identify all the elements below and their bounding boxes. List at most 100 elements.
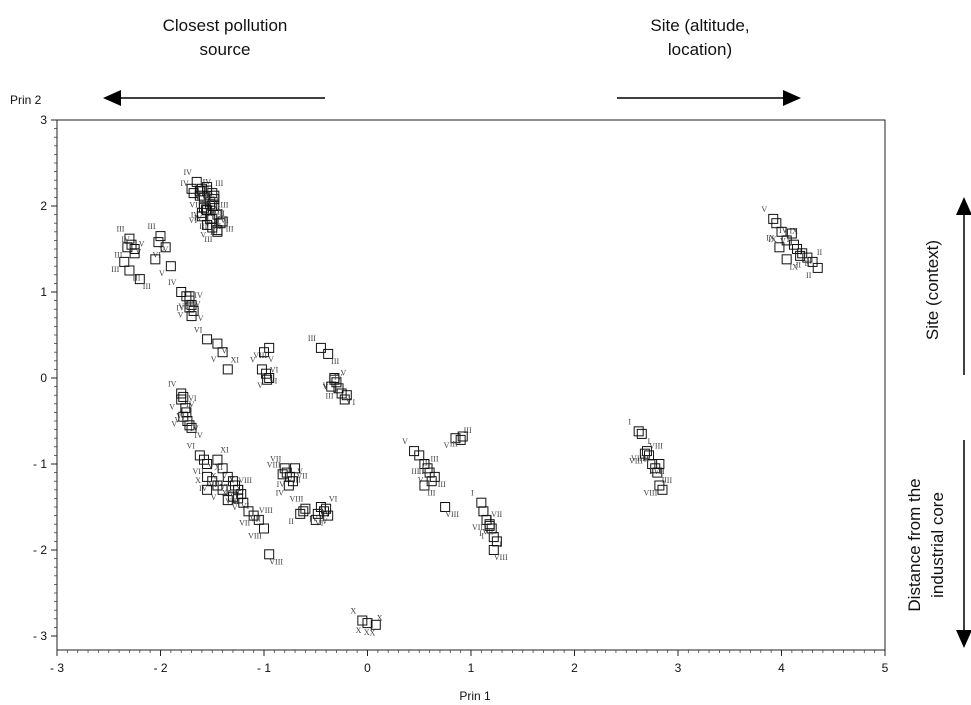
x-tick-label: - 1: [257, 661, 271, 675]
annotation-pollution-line2: source: [199, 40, 250, 59]
data-point: [150, 254, 161, 265]
data-point-label: IX: [789, 262, 798, 271]
data-point-label: VII: [239, 519, 250, 528]
data-point-label: III: [427, 489, 435, 498]
data-point-label: XI: [222, 489, 231, 498]
data-point-label: VII: [212, 207, 223, 216]
data-point-label: IV: [201, 199, 210, 208]
data-point-label: IV: [186, 400, 195, 409]
x-tick-label: 0: [364, 661, 371, 675]
data-point-label: I: [628, 417, 631, 426]
data-point-label: VIII: [631, 454, 645, 463]
data-point-label: VII: [209, 480, 220, 489]
x-tick-label: 5: [882, 661, 889, 675]
data-point-label: XI: [236, 484, 245, 493]
data-point-label: VIII: [238, 476, 252, 485]
data-point: [191, 176, 202, 187]
data-point: [776, 226, 787, 237]
data-point-label: V: [214, 205, 220, 214]
data-point: [184, 291, 195, 302]
plot-frame: [56, 119, 886, 651]
data-point: [188, 305, 199, 316]
data-point-label: IX: [768, 235, 777, 244]
data-point: [357, 615, 368, 626]
data-point-label: III: [411, 467, 419, 476]
data-point: [362, 618, 373, 629]
data-point: [295, 508, 306, 519]
data-point-label: III: [208, 209, 216, 218]
data-point-label: III: [331, 357, 339, 366]
annotation-site-line2: location): [668, 40, 732, 59]
x-tick-label: 3: [675, 661, 682, 675]
data-point-label: IV: [180, 179, 189, 188]
data-point-label: IV: [168, 278, 177, 287]
data-point-label: X: [377, 613, 383, 622]
data-point-label: IV: [192, 299, 201, 308]
data-point-label: V: [174, 415, 180, 424]
data-point-label: VI: [188, 394, 197, 403]
data-point-label: III: [111, 265, 119, 274]
y-tick-label: - 1: [33, 457, 47, 471]
data-point: [300, 503, 311, 514]
data-point-label: III: [308, 334, 316, 343]
data-point-label: II: [289, 517, 295, 526]
data-point-label: II: [644, 454, 650, 463]
data-point-label: V: [159, 245, 165, 254]
data-point: [419, 480, 430, 491]
data-point-label: I: [479, 529, 482, 538]
data-point-label: IV: [276, 489, 285, 498]
data-point-label: VI: [201, 192, 210, 201]
data-point-label: V: [196, 192, 202, 201]
data-point: [238, 497, 249, 508]
data-point-label: V: [322, 517, 328, 526]
data-point: [326, 381, 337, 392]
data-point: [450, 433, 461, 444]
data-point-label: V: [159, 269, 165, 278]
data-point-label: VII: [193, 467, 204, 476]
x-tick-label: 1: [468, 661, 475, 675]
y-tick-label: - 2: [33, 543, 47, 557]
data-point: [178, 411, 189, 422]
data-point-label: II: [806, 271, 812, 280]
data-point-label: II: [796, 261, 802, 270]
data-point: [160, 242, 171, 253]
data-point-label: VIII: [253, 351, 267, 360]
data-point-label: VIII: [290, 495, 304, 504]
y-tick-label: 3: [40, 113, 47, 127]
data-point: [290, 463, 301, 474]
data-point: [457, 431, 468, 442]
data-point-label: V: [169, 403, 175, 412]
data-point-label: II: [817, 248, 823, 257]
data-point-label: II: [807, 256, 813, 265]
data-point: [283, 480, 294, 491]
data-point-label: X: [364, 628, 370, 637]
data-point-label: VIII: [629, 457, 643, 466]
data-point: [315, 342, 326, 353]
data-point-label: VI: [315, 519, 324, 528]
data-point-label: IX: [789, 226, 798, 235]
data-point-label: III: [204, 235, 212, 244]
data-point-label: VIII: [643, 489, 657, 498]
data-point: [414, 450, 425, 461]
data-point: [633, 426, 644, 437]
data-point: [212, 454, 223, 465]
data-point: [654, 459, 665, 469]
data-point: [205, 213, 216, 224]
data-point-label: IV: [277, 480, 286, 489]
data-point: [440, 502, 451, 512]
data-point: [264, 549, 275, 560]
axes: - 3 - 2 - 1 0 1 2 3 4 5 - 3 - 2 - 1 0 1 2 3: [33, 113, 889, 675]
data-point: [323, 348, 334, 359]
data-point-label: VIII: [269, 557, 283, 566]
data-point-label: III: [464, 426, 472, 435]
data-point-label: X: [350, 607, 356, 616]
data-point-label: VI: [270, 366, 279, 375]
data-point-label: V: [322, 383, 328, 392]
data-point: [129, 244, 140, 254]
data-point-label: V: [211, 355, 217, 364]
data-point-label: III: [215, 179, 223, 188]
data-point: [186, 183, 197, 194]
data-point: [198, 202, 209, 213]
